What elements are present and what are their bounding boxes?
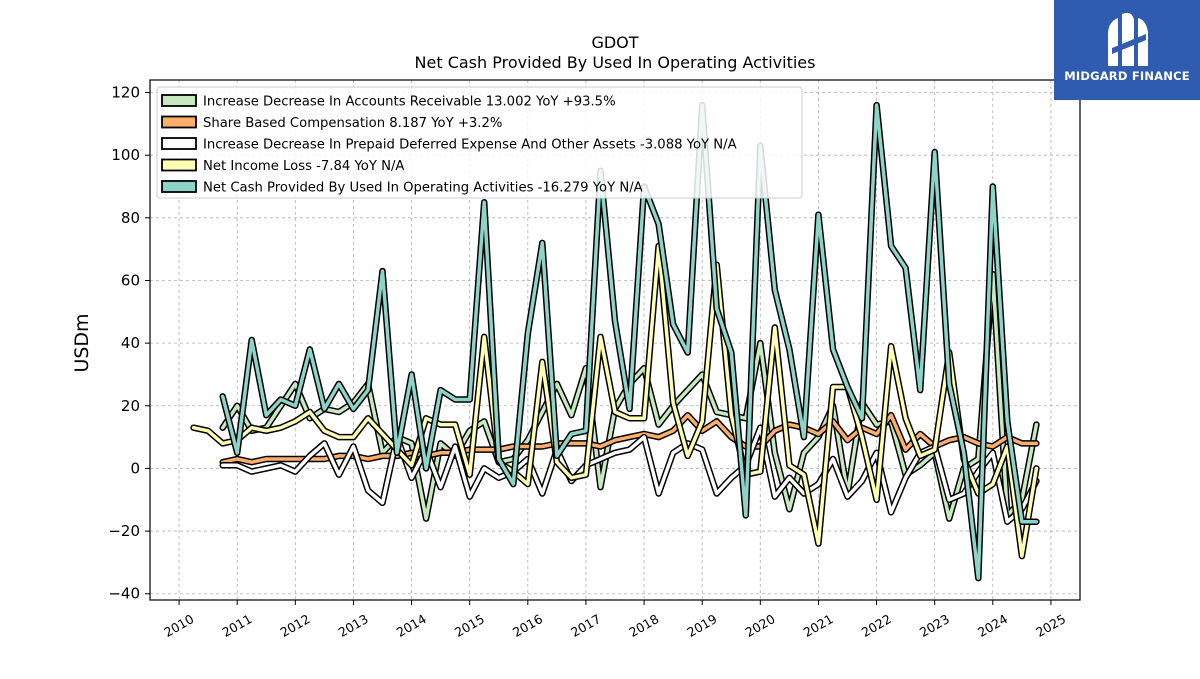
y-tick-label: −40: [108, 585, 140, 603]
x-tick-label: 2014: [394, 611, 429, 640]
x-tick-label: 2025: [1033, 611, 1068, 640]
legend-swatch: [161, 94, 197, 107]
legend-label: Share Based Compensation 8.187 YoY +3.2%: [203, 116, 502, 131]
legend-layer: Increase Decrease In Accounts Receivable…: [156, 86, 803, 199]
y-tick-label: 20: [121, 397, 140, 415]
series-layer: [190, 101, 1040, 582]
x-tick-label: 2022: [859, 611, 894, 640]
series-line: [191, 244, 1039, 558]
x-tick-label: 2011: [219, 611, 254, 640]
x-tick-label: 2021: [801, 611, 836, 640]
y-axis-label: USDm: [71, 313, 93, 372]
x-tick-label: 2016: [510, 611, 545, 640]
y-tick-label: −20: [108, 522, 140, 540]
y-tick-label: 40: [121, 334, 140, 352]
x-tick-label: 2019: [684, 611, 719, 640]
legend-swatch: [161, 115, 197, 129]
midgard-finance-logo: MIDGARD FINANCE: [1054, 0, 1200, 100]
plot-frame: [149, 79, 1081, 601]
y-tick-label: 80: [121, 209, 140, 227]
x-tick-label: 2010: [161, 611, 196, 640]
legend-label: Increase Decrease In Accounts Receivable…: [203, 95, 616, 110]
midgard-logo-icon: [1108, 12, 1148, 66]
series-line: [220, 103, 1039, 580]
legend-label: Net Cash Provided By Used In Operating A…: [203, 181, 643, 196]
legend-swatch: [161, 137, 197, 150]
series-4: [219, 101, 1040, 582]
series-line: [220, 425, 1039, 524]
legend-swatch: [161, 158, 197, 172]
x-tick-label: 2015: [452, 611, 487, 640]
legend-label: Increase Decrease In Prepaid Deferred Ex…: [203, 138, 737, 153]
series-3: [190, 242, 1040, 560]
legend-swatch: [161, 180, 197, 193]
x-tick-label: 2018: [626, 611, 661, 640]
x-tick-label: 2017: [568, 611, 603, 640]
x-tick-label: 2012: [278, 611, 313, 640]
legend-label: Net Income Loss -7.84 YoY N/A: [203, 159, 404, 174]
y-tick-label: 0: [130, 459, 140, 477]
x-tick-label: 2020: [743, 611, 778, 640]
x-tick-label: 2024: [975, 611, 1010, 640]
y-tick-label: 100: [111, 146, 140, 164]
series-2: [219, 424, 1040, 525]
x-tick-label: 2013: [336, 611, 371, 640]
logo-text: MIDGARD FINANCE: [1064, 69, 1190, 83]
chart-title: GDOT: [591, 33, 638, 52]
y-tick-label: 120: [111, 84, 140, 102]
chart-subtitle: Net Cash Provided By Used In Operating A…: [415, 53, 816, 72]
x-tick-label: 2023: [917, 611, 952, 640]
legend-box: [156, 86, 803, 199]
y-tick-label: 60: [121, 271, 140, 289]
